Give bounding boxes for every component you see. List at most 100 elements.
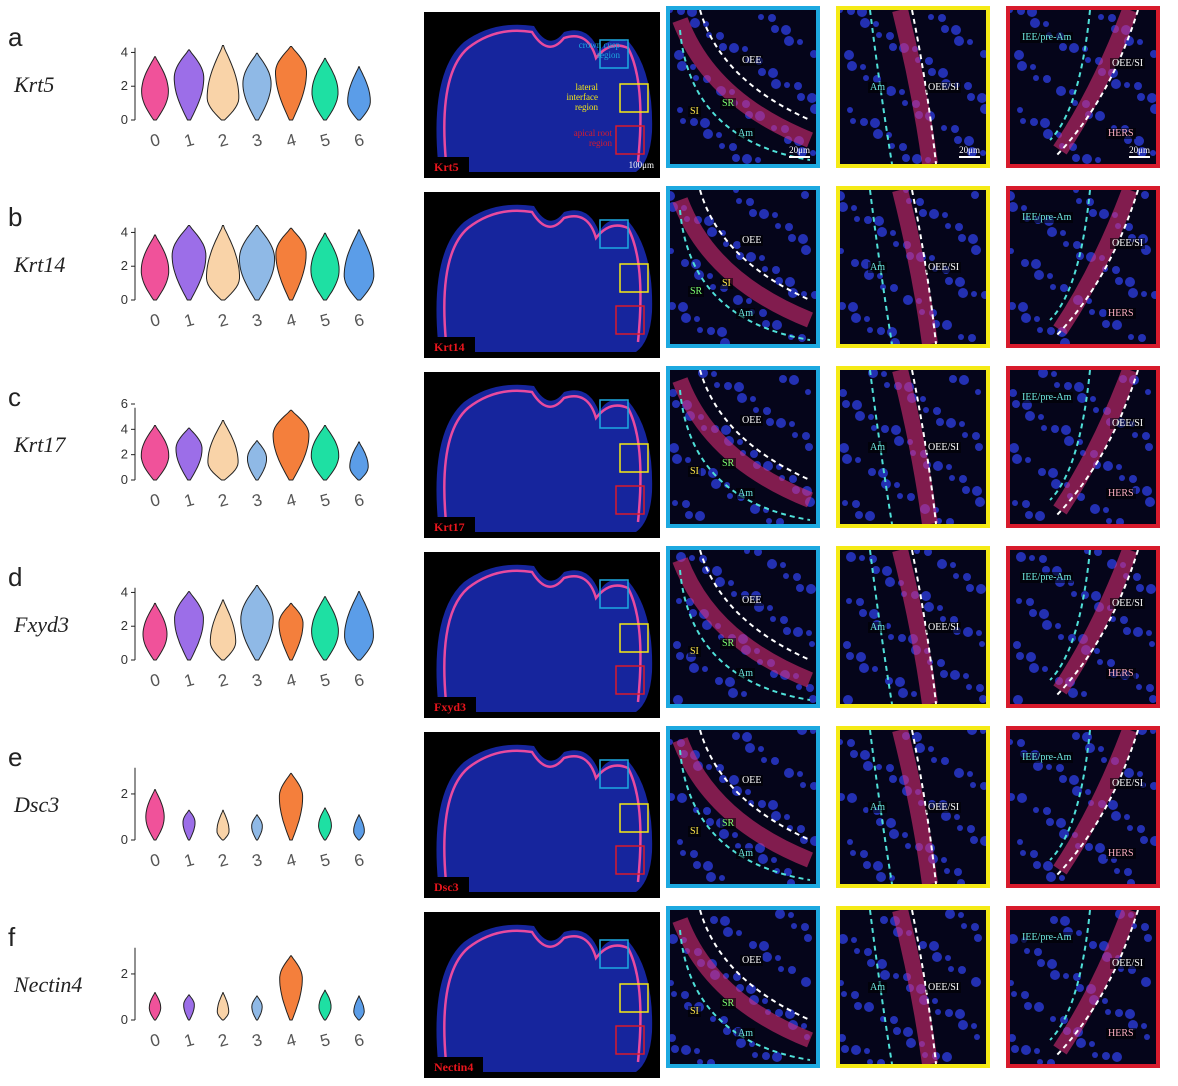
tissue-label: HERS xyxy=(1106,128,1136,139)
nucleus xyxy=(1101,757,1107,763)
zoom-panel-yellow: Am OEE/SI xyxy=(836,906,990,1068)
nucleus xyxy=(754,550,762,556)
nucleus xyxy=(1125,1009,1135,1019)
tissue-label: SR xyxy=(688,286,705,297)
nucleus xyxy=(789,421,795,427)
nucleus xyxy=(771,79,781,89)
nucleus xyxy=(784,768,794,778)
y-tick-label: 2 xyxy=(121,786,128,801)
nucleus xyxy=(958,1020,968,1030)
nucleus xyxy=(1034,948,1042,956)
violin-0 xyxy=(142,602,168,661)
nucleus xyxy=(1030,850,1038,858)
nucleus xyxy=(972,486,982,496)
nucleus xyxy=(863,807,869,813)
nucleus xyxy=(859,609,867,617)
nucleus xyxy=(1137,771,1143,777)
nucleus xyxy=(871,425,877,431)
zoom-panel-blue: OEE SR SI Am xyxy=(666,546,820,708)
nucleus xyxy=(1060,338,1070,344)
nucleus xyxy=(1133,573,1141,581)
violin-0 xyxy=(148,992,162,1021)
nucleus xyxy=(964,82,972,90)
nucleus xyxy=(907,493,915,501)
nucleus xyxy=(737,393,747,403)
nucleus xyxy=(1039,555,1047,563)
nucleus xyxy=(792,432,798,438)
nucleus xyxy=(929,209,939,219)
nucleus xyxy=(1099,309,1107,317)
nucleus xyxy=(801,291,807,297)
nucleus xyxy=(968,334,976,342)
micrograph xyxy=(672,550,816,704)
nucleus xyxy=(1125,223,1133,231)
nucleus xyxy=(1142,432,1150,440)
nucleus xyxy=(673,695,683,704)
nucleus xyxy=(1010,248,1014,254)
nucleus xyxy=(750,504,760,514)
nucleus xyxy=(1051,425,1059,433)
nucleus xyxy=(1059,43,1067,51)
nucleus xyxy=(1038,414,1044,420)
nucleus xyxy=(980,836,986,846)
nucleus xyxy=(670,389,677,397)
nucleus xyxy=(851,313,861,323)
boundary-line xyxy=(699,370,811,481)
nucleus xyxy=(977,93,986,103)
panel-letter: b xyxy=(8,202,23,232)
nucleus xyxy=(902,832,908,838)
violin-2 xyxy=(216,809,230,841)
nucleus xyxy=(1047,959,1057,969)
nucleus xyxy=(980,782,986,790)
violin-5 xyxy=(311,596,339,661)
nucleus xyxy=(951,125,959,133)
nucleus xyxy=(717,327,727,337)
nucleus xyxy=(780,562,786,568)
cluster-label: 0 xyxy=(148,130,162,151)
nucleus xyxy=(953,573,959,579)
nucleus xyxy=(810,836,816,846)
nucleus xyxy=(766,418,774,426)
epithelium-line xyxy=(443,29,642,163)
tissue-label: SR xyxy=(720,98,737,109)
nucleus xyxy=(1150,150,1156,156)
nucleus xyxy=(1043,861,1053,871)
tissue-label: SR xyxy=(720,638,737,649)
overview-image: crown cusp region lateral interface regio… xyxy=(424,12,660,178)
violin-3 xyxy=(240,585,274,661)
nucleus xyxy=(1017,739,1025,747)
cluster-label: 0 xyxy=(148,850,162,871)
y-tick-label: 4 xyxy=(121,421,128,436)
boundary-line xyxy=(1055,10,1139,157)
region-label-lateral: lateral interface region xyxy=(566,82,598,112)
nucleus xyxy=(1050,916,1058,924)
nucleus xyxy=(797,825,805,833)
nucleus xyxy=(928,746,934,752)
violin-6 xyxy=(353,814,365,841)
nucleus xyxy=(1030,64,1036,70)
nucleus xyxy=(779,375,787,383)
nucleus xyxy=(1120,616,1128,624)
violin-5 xyxy=(311,57,339,121)
nucleus xyxy=(1021,313,1031,323)
nucleus xyxy=(707,1059,715,1064)
nucleus xyxy=(1056,86,1066,96)
stain-band xyxy=(1053,190,1138,335)
boundary-line xyxy=(1055,730,1139,877)
nucleus xyxy=(784,36,794,46)
nucleus xyxy=(1103,461,1113,471)
nucleus xyxy=(749,209,757,217)
nucleus xyxy=(1107,559,1117,569)
nucleus xyxy=(1150,104,1156,114)
scalebar-bar xyxy=(1129,156,1150,158)
scalebar-bar xyxy=(789,156,810,158)
nucleus xyxy=(876,872,886,882)
gene-name: Krt5 xyxy=(14,72,55,97)
violin-plot: 020 1 2 3 4 5 6 xyxy=(121,767,366,871)
nucleus xyxy=(1127,825,1133,831)
nucleus xyxy=(1141,191,1149,199)
nucleus xyxy=(942,212,948,218)
violin-1 xyxy=(182,809,196,841)
nucleus xyxy=(1112,266,1120,274)
cluster-label: 6 xyxy=(352,130,366,151)
